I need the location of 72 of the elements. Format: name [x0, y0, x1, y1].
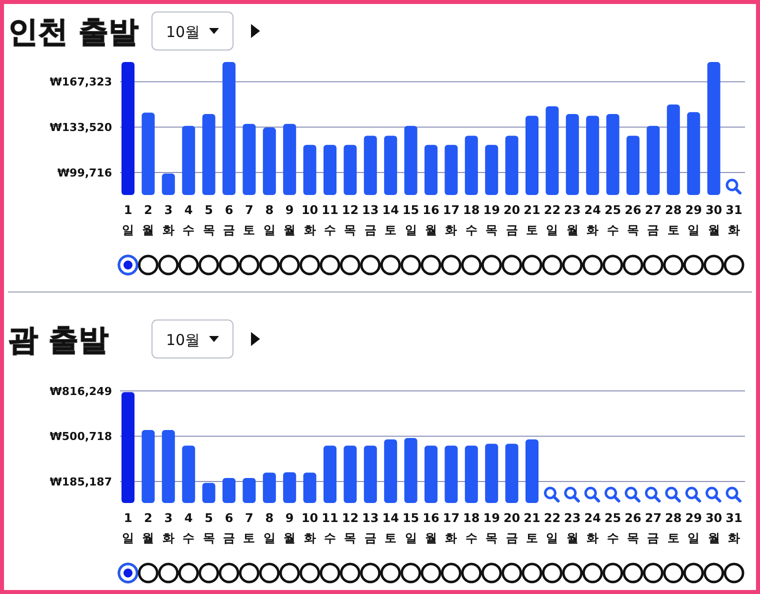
x-tick-label: 13 금: [362, 203, 379, 237]
text: 10월: [166, 23, 200, 41]
x-tick-label: 24 화: [584, 511, 601, 545]
x-tick-label: 4 수: [182, 203, 195, 237]
x-tick-label: 1 일: [122, 511, 134, 545]
x-tick-label: 21 토: [524, 203, 540, 237]
y-tick-label: ₩185,187: [50, 476, 112, 489]
x-tick-label: 18 수: [463, 511, 480, 545]
x-tick-label: 6 금: [223, 511, 235, 545]
x-tick-label: 3 화: [162, 511, 174, 545]
x-tick-label: 24 화: [584, 203, 601, 237]
x-tick-label: 31 화: [726, 203, 742, 237]
x-tick-label: 27 금: [644, 511, 662, 545]
x-tick-label: 11 수: [322, 203, 338, 237]
x-tick-label: 20 금: [503, 203, 520, 237]
x-tick-label: 28 토: [665, 203, 682, 237]
x-tick-label: 14 토: [382, 203, 399, 237]
x-tick-label: 9 월: [284, 203, 296, 237]
x-tick-label: 14 토: [382, 511, 399, 545]
x-tick-label: 6 금: [223, 203, 235, 237]
chart-title: 인천 출발: [8, 15, 138, 50]
x-tick-label: 21 토: [524, 511, 540, 545]
x-tick-label: 30 월: [705, 511, 722, 545]
x-tick-label: 29 일: [685, 203, 702, 237]
x-tick-label: 13 금: [362, 511, 379, 545]
x-tick-label: 16 월: [422, 511, 440, 545]
chart-title: 괌 출발: [8, 323, 108, 358]
y-tick-label: ₩500,718: [50, 430, 112, 444]
x-tick-label: 17 화: [442, 511, 460, 545]
y-tick-label: ₩167,323: [50, 76, 112, 89]
x-tick-label: 5 목: [202, 203, 215, 237]
x-tick-label: 22 일: [544, 203, 561, 237]
y-tick-label: ₩816,249: [50, 384, 112, 398]
x-tick-label: 30 월: [705, 203, 722, 237]
x-tick-label: 27 금: [644, 203, 662, 237]
y-tick-label: ₩133,520: [50, 121, 112, 134]
x-tick-label: 3 화: [162, 203, 174, 237]
x-tick-label: 9 월: [284, 511, 296, 545]
x-tick-label: 25 수: [604, 511, 622, 545]
x-tick-label: 19 목: [483, 203, 500, 237]
x-tick-label: 8 일: [263, 203, 276, 237]
x-tick-label: 31 화: [726, 511, 742, 545]
x-tick-label: 2 월: [142, 511, 154, 545]
x-tick-label: 17 화: [442, 203, 460, 237]
x-tick-label: 18 수: [463, 203, 480, 237]
x-tick-label: 26 목: [624, 511, 642, 545]
x-tick-label: 23 월: [564, 511, 581, 545]
x-tick-label: 15 일: [402, 203, 420, 237]
x-tick-label: 19 목: [483, 511, 500, 545]
x-tick-label: 15 일: [402, 511, 420, 545]
x-tick-label: 7 토: [243, 203, 256, 237]
x-tick-label: 12 목: [342, 203, 359, 237]
x-tick-label: 28 토: [665, 511, 682, 545]
x-tick-label: 4 수: [182, 511, 195, 545]
x-tick-label: 26 목: [624, 203, 642, 237]
x-tick-label: 11 수: [322, 511, 338, 545]
x-tick-label: 10 화: [301, 511, 318, 545]
x-tick-label: 10 화: [301, 203, 318, 237]
x-tick-label: 16 월: [422, 203, 440, 237]
y-tick-label: ₩99,716: [57, 166, 112, 180]
text: 10월: [166, 331, 200, 349]
x-tick-label: 12 목: [342, 511, 359, 545]
x-tick-label: 1 일: [122, 203, 134, 237]
x-tick-label: 20 금: [503, 511, 520, 545]
x-tick-label: 29 일: [685, 511, 702, 545]
x-tick-label: 23 월: [564, 203, 581, 237]
x-tick-label: 8 일: [263, 511, 276, 545]
x-tick-label: 22 일: [544, 511, 561, 545]
x-tick-label: 7 토: [243, 511, 256, 545]
x-tick-label: 5 목: [202, 511, 215, 545]
x-tick-label: 2 월: [142, 203, 154, 237]
x-tick-label: 25 수: [604, 203, 622, 237]
